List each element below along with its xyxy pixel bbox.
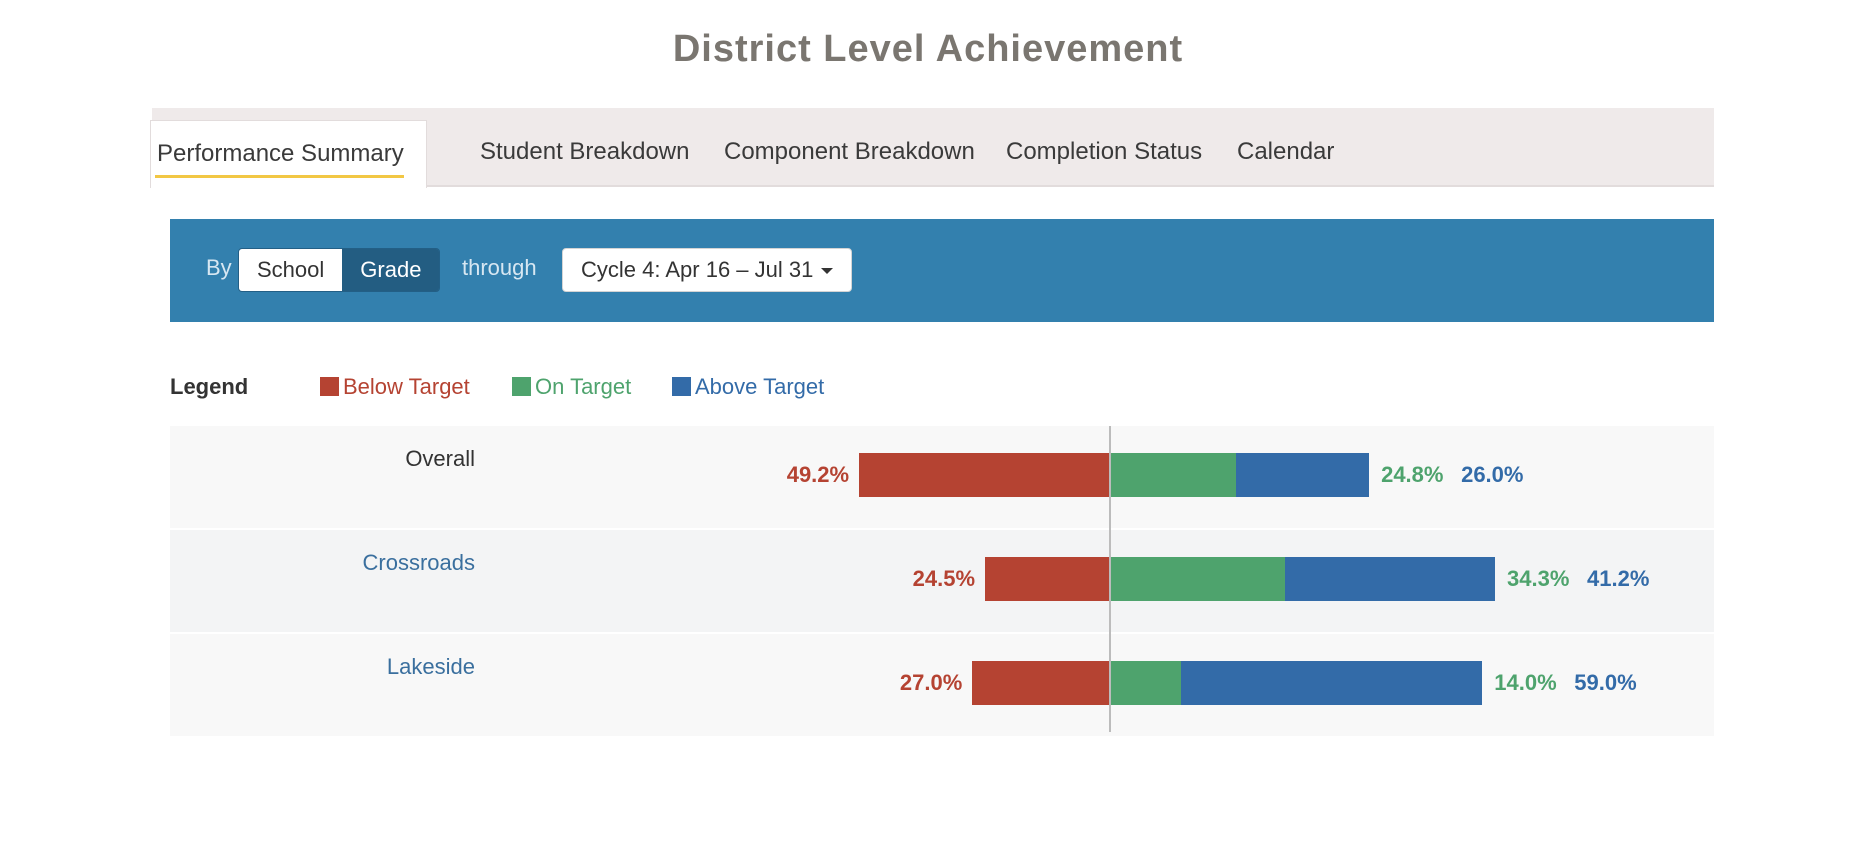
- center-axis-line: [1109, 426, 1111, 732]
- school-toggle-button[interactable]: School: [239, 249, 343, 291]
- legend-title: Legend: [170, 374, 249, 399]
- cycle-select[interactable]: Cycle 4: Apr 16 – Jul 31: [562, 248, 853, 292]
- data-label-on: 14.0%: [1494, 670, 1557, 695]
- tab-calendar[interactable]: Calendar: [1237, 138, 1335, 165]
- through-label: through: [462, 255, 537, 280]
- bar-above-target: [1284, 557, 1496, 601]
- achievement-bar-chart: Overall 49.2% 24.8% 26.0% Crossroads 24.5% 34.…: [170, 426, 1714, 736]
- data-label-below: 27.0%: [899, 670, 963, 695]
- bar-below-target: [859, 453, 1110, 497]
- row-label-link[interactable]: Lakeside: [386, 654, 475, 679]
- tab-bar: Performance Summary Student Breakdown Co…: [150, 108, 1714, 188]
- bar-below-target: [972, 661, 1110, 705]
- group-by-toggle: School Grade: [238, 248, 441, 292]
- grade-toggle-button[interactable]: Grade: [342, 249, 440, 291]
- data-label-on: 34.3%: [1507, 566, 1570, 591]
- tab-student-breakdown[interactable]: Student Breakdown: [480, 138, 690, 165]
- legend-item-below-target: Below Target: [320, 374, 470, 400]
- bar-below-target: [985, 557, 1110, 601]
- by-label: By: [206, 255, 232, 280]
- row-label: Overall: [405, 446, 475, 471]
- bar-on-target: [1110, 557, 1285, 601]
- legend-item-above-target: Above Target: [672, 374, 824, 400]
- legend-swatch-above-icon: [672, 377, 691, 396]
- legend-label: Below Target: [343, 374, 470, 399]
- cycle-select-value: Cycle 4: Apr 16 – Jul 31: [581, 257, 814, 282]
- tab-component-breakdown[interactable]: Component Breakdown: [724, 138, 975, 165]
- data-label-below: 24.5%: [912, 566, 976, 591]
- tab-performance-summary[interactable]: Performance Summary: [150, 120, 427, 188]
- bar-above-target: [1236, 453, 1370, 497]
- legend-swatch-below-icon: [320, 377, 339, 396]
- bar-on-target: [1110, 453, 1237, 497]
- data-label-below: 49.2%: [786, 462, 850, 487]
- data-label-above: 59.0%: [1574, 670, 1637, 695]
- page-title: District Level Achievement: [672, 28, 1184, 70]
- tab-label: Performance Summary: [157, 140, 404, 167]
- data-label-on: 24.8%: [1381, 462, 1444, 487]
- legend-label: Above Target: [695, 374, 825, 399]
- legend-label: On Target: [535, 374, 632, 399]
- active-tab-underline: [155, 175, 404, 178]
- row-label-link[interactable]: Crossroads: [362, 550, 475, 575]
- data-label-above: 26.0%: [1461, 462, 1524, 487]
- legend-swatch-on-icon: [512, 377, 531, 396]
- data-label-above: 41.2%: [1587, 566, 1650, 591]
- filter-toolbar: By School Grade through Cycle 4: Apr 16 …: [170, 219, 1714, 322]
- legend-item-on-target: On Target: [512, 374, 631, 400]
- caret-down-icon: [821, 268, 834, 275]
- bar-above-target: [1181, 661, 1483, 705]
- bar-on-target: [1110, 661, 1182, 705]
- tab-completion-status[interactable]: Completion Status: [1006, 138, 1203, 165]
